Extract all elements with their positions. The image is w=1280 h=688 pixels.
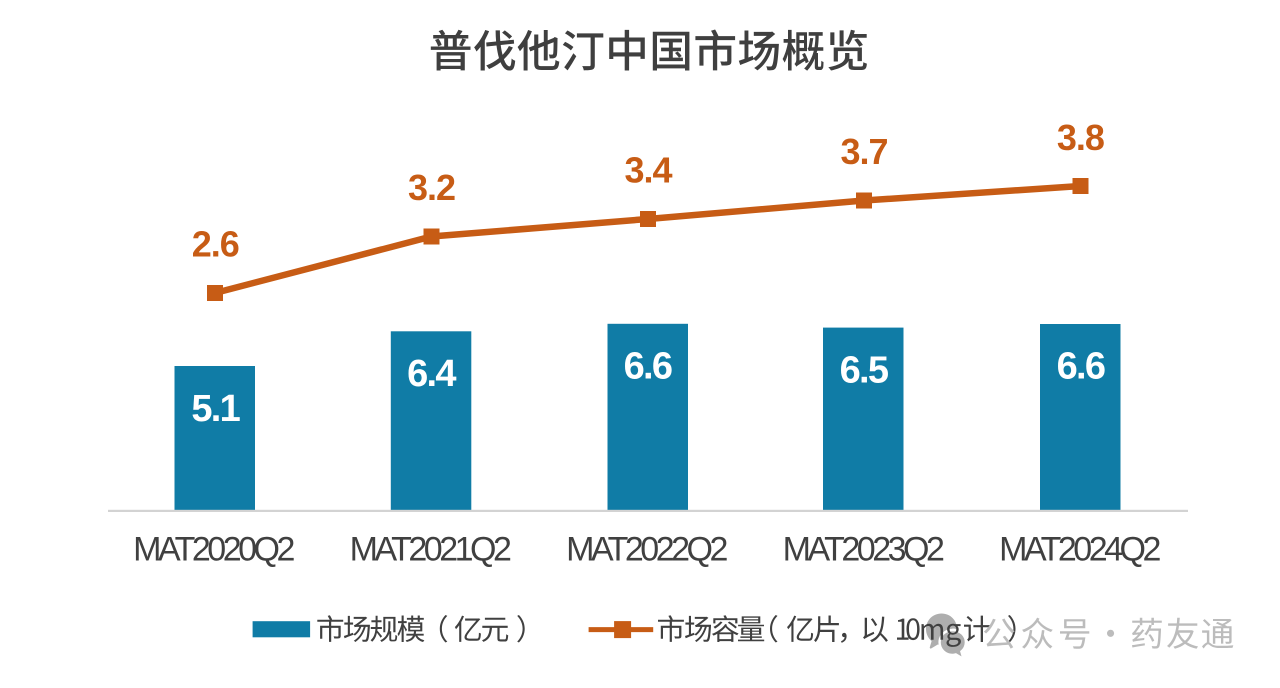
svg-text:6.5: 6.5 xyxy=(840,349,889,391)
svg-text:6.6: 6.6 xyxy=(1057,346,1105,388)
svg-text:3.4: 3.4 xyxy=(624,149,672,190)
svg-text:MAT2023Q2: MAT2023Q2 xyxy=(783,531,944,569)
svg-text:3.7: 3.7 xyxy=(840,131,887,172)
svg-text:3.2: 3.2 xyxy=(408,167,455,208)
svg-text:6.4: 6.4 xyxy=(407,353,456,395)
svg-text:6.6: 6.6 xyxy=(624,346,672,388)
svg-text:3.8: 3.8 xyxy=(1057,117,1104,158)
svg-text:MAT2022Q2: MAT2022Q2 xyxy=(566,531,727,569)
svg-text:MAT2024Q2: MAT2024Q2 xyxy=(999,531,1160,569)
svg-text:MAT2020Q2: MAT2020Q2 xyxy=(133,531,294,569)
svg-text:2.6: 2.6 xyxy=(192,223,239,264)
svg-text:5.1: 5.1 xyxy=(191,388,240,430)
svg-text:MAT2021Q2: MAT2021Q2 xyxy=(350,531,511,569)
